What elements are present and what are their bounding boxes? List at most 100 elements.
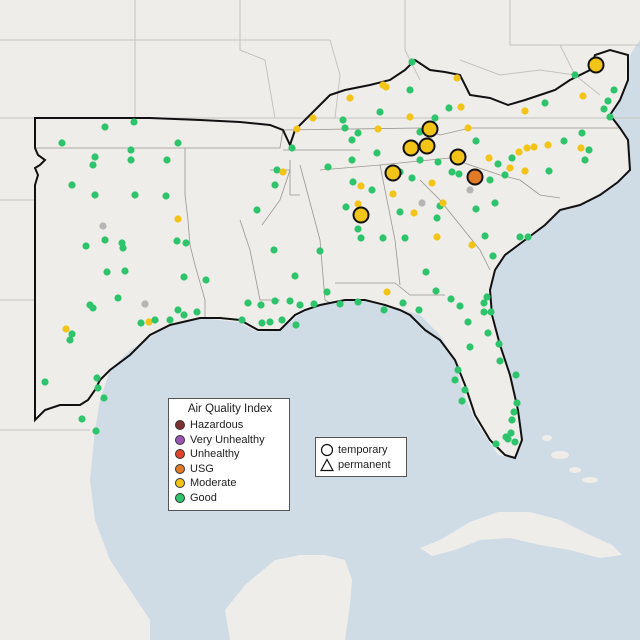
- station-marker[interactable]: [578, 129, 586, 137]
- station-marker[interactable]: [286, 297, 294, 305]
- station-marker[interactable]: [434, 158, 442, 166]
- station-marker[interactable]: [266, 318, 274, 326]
- station-marker[interactable]: [508, 154, 516, 162]
- station-marker[interactable]: [504, 435, 512, 443]
- station-marker[interactable]: [309, 114, 317, 122]
- station-marker[interactable]: [78, 415, 86, 423]
- station-marker[interactable]: [521, 107, 529, 115]
- station-marker[interactable]: [451, 376, 459, 384]
- station-marker[interactable]: [515, 148, 523, 156]
- station-marker[interactable]: [373, 149, 381, 157]
- station-marker[interactable]: [516, 233, 524, 241]
- station-marker[interactable]: [349, 178, 357, 186]
- station-marker[interactable]: [458, 397, 466, 405]
- station-marker[interactable]: [342, 203, 350, 211]
- station-marker[interactable]: [506, 164, 514, 172]
- station-marker[interactable]: [348, 136, 356, 144]
- station-marker[interactable]: [323, 288, 331, 296]
- station-marker[interactable]: [433, 233, 441, 241]
- station-marker[interactable]: [89, 304, 97, 312]
- station-marker[interactable]: [368, 186, 376, 194]
- temporary-station-marker[interactable]: [352, 206, 370, 224]
- station-marker[interactable]: [270, 246, 278, 254]
- station-marker[interactable]: [354, 129, 362, 137]
- station-marker[interactable]: [406, 113, 414, 121]
- station-marker[interactable]: [604, 97, 612, 105]
- station-marker[interactable]: [466, 186, 474, 194]
- station-marker[interactable]: [41, 378, 49, 386]
- station-marker[interactable]: [244, 299, 252, 307]
- station-marker[interactable]: [288, 144, 296, 152]
- station-marker[interactable]: [416, 156, 424, 164]
- station-marker[interactable]: [481, 232, 489, 240]
- station-marker[interactable]: [541, 99, 549, 107]
- station-marker[interactable]: [410, 209, 418, 217]
- station-marker[interactable]: [278, 316, 286, 324]
- station-marker[interactable]: [346, 94, 354, 102]
- station-marker[interactable]: [445, 104, 453, 112]
- station-marker[interactable]: [357, 182, 365, 190]
- station-marker[interactable]: [512, 371, 520, 379]
- station-marker[interactable]: [432, 287, 440, 295]
- station-marker[interactable]: [348, 156, 356, 164]
- station-marker[interactable]: [513, 399, 521, 407]
- station-marker[interactable]: [406, 86, 414, 94]
- station-marker[interactable]: [114, 294, 122, 302]
- station-marker[interactable]: [448, 168, 456, 176]
- station-marker[interactable]: [145, 318, 153, 326]
- station-marker[interactable]: [418, 199, 426, 207]
- station-marker[interactable]: [486, 176, 494, 184]
- station-marker[interactable]: [62, 325, 70, 333]
- station-marker[interactable]: [174, 215, 182, 223]
- station-marker[interactable]: [468, 241, 476, 249]
- station-marker[interactable]: [496, 357, 504, 365]
- station-marker[interactable]: [544, 141, 552, 149]
- station-marker[interactable]: [180, 273, 188, 281]
- station-marker[interactable]: [383, 288, 391, 296]
- station-marker[interactable]: [431, 114, 439, 122]
- station-marker[interactable]: [374, 125, 382, 133]
- station-marker[interactable]: [507, 429, 515, 437]
- station-marker[interactable]: [91, 191, 99, 199]
- station-marker[interactable]: [396, 208, 404, 216]
- station-marker[interactable]: [453, 74, 461, 82]
- station-marker[interactable]: [193, 308, 201, 316]
- station-marker[interactable]: [173, 237, 181, 245]
- temporary-station-marker[interactable]: [466, 168, 484, 186]
- station-marker[interactable]: [585, 146, 593, 154]
- station-marker[interactable]: [174, 306, 182, 314]
- station-marker[interactable]: [354, 298, 362, 306]
- station-marker[interactable]: [464, 124, 472, 132]
- station-marker[interactable]: [408, 58, 416, 66]
- station-marker[interactable]: [339, 116, 347, 124]
- station-marker[interactable]: [472, 137, 480, 145]
- station-marker[interactable]: [137, 319, 145, 327]
- station-marker[interactable]: [257, 301, 265, 309]
- station-marker[interactable]: [510, 408, 518, 416]
- station-marker[interactable]: [457, 103, 465, 111]
- station-marker[interactable]: [577, 144, 585, 152]
- station-marker[interactable]: [101, 236, 109, 244]
- station-marker[interactable]: [530, 143, 538, 151]
- station-marker[interactable]: [415, 306, 423, 314]
- station-marker[interactable]: [521, 167, 529, 175]
- station-marker[interactable]: [336, 300, 344, 308]
- station-marker[interactable]: [401, 234, 409, 242]
- station-marker[interactable]: [99, 222, 107, 230]
- station-marker[interactable]: [483, 293, 491, 301]
- station-marker[interactable]: [121, 267, 129, 275]
- station-marker[interactable]: [491, 199, 499, 207]
- station-marker[interactable]: [511, 438, 519, 446]
- station-marker[interactable]: [354, 200, 362, 208]
- station-marker[interactable]: [454, 366, 462, 374]
- station-marker[interactable]: [508, 416, 516, 424]
- station-marker[interactable]: [606, 113, 614, 121]
- station-marker[interactable]: [489, 252, 497, 260]
- station-marker[interactable]: [58, 139, 66, 147]
- station-marker[interactable]: [439, 199, 447, 207]
- station-marker[interactable]: [581, 156, 589, 164]
- station-marker[interactable]: [293, 125, 301, 133]
- station-marker[interactable]: [92, 427, 100, 435]
- station-marker[interactable]: [68, 181, 76, 189]
- station-marker[interactable]: [271, 181, 279, 189]
